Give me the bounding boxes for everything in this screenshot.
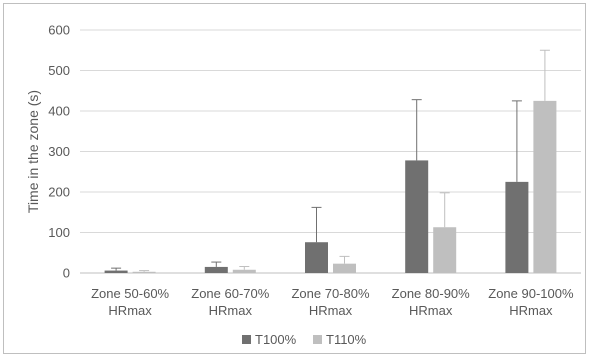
x-tick-label: HRmax <box>409 303 453 318</box>
legend-label: T100% <box>255 332 297 347</box>
legend: T100% T110% <box>242 332 367 347</box>
bar-t100pct <box>204 266 228 273</box>
x-tick-label: Zone 80-90% <box>392 286 470 301</box>
chart-frame: 0 100 200 300 400 500 600 Zone 50-60% HRmax Zone… <box>3 3 586 354</box>
y-tick-label: 500 <box>48 63 70 78</box>
x-tick-label: HRmax <box>209 303 253 318</box>
gridlines <box>80 29 581 274</box>
bar-t100pct <box>104 270 128 273</box>
y-tick-label: 0 <box>63 266 70 281</box>
x-tick-label: Zone 60-70% <box>191 286 269 301</box>
y-axis-ticks: 0 100 200 300 400 500 600 <box>48 23 70 281</box>
legend-swatch <box>242 335 251 344</box>
bar-t110pct <box>533 100 557 273</box>
bar-t110pct <box>433 227 457 273</box>
y-axis-title: Time in the zone (s) <box>25 90 41 213</box>
y-tick-label: 300 <box>48 144 70 159</box>
x-tick-label: Zone 70-80% <box>291 286 369 301</box>
bar-t110pct <box>333 263 356 273</box>
bar-t110pct <box>232 269 256 273</box>
bar-t100pct <box>505 181 529 273</box>
y-tick-label: 100 <box>48 225 70 240</box>
bar-t110pct <box>132 271 156 273</box>
y-tick-label: 200 <box>48 185 70 200</box>
x-tick-label: Zone 90-100% <box>488 286 574 301</box>
y-tick-label: 400 <box>48 104 70 119</box>
bar-t100pct <box>305 242 328 273</box>
x-tick-label: HRmax <box>509 303 553 318</box>
bar-t100pct <box>405 160 429 273</box>
bars <box>104 49 557 273</box>
x-tick-label: Zone 50-60% <box>91 286 169 301</box>
x-tick-label: HRmax <box>309 303 353 318</box>
x-tick-label: HRmax <box>108 303 152 318</box>
legend-label: T110% <box>326 332 367 347</box>
x-axis-ticks: Zone 50-60% HRmax Zone 60-70% HRmax Zone 70-… <box>91 286 574 318</box>
y-tick-label: 600 <box>48 23 70 38</box>
legend-swatch <box>313 335 322 344</box>
